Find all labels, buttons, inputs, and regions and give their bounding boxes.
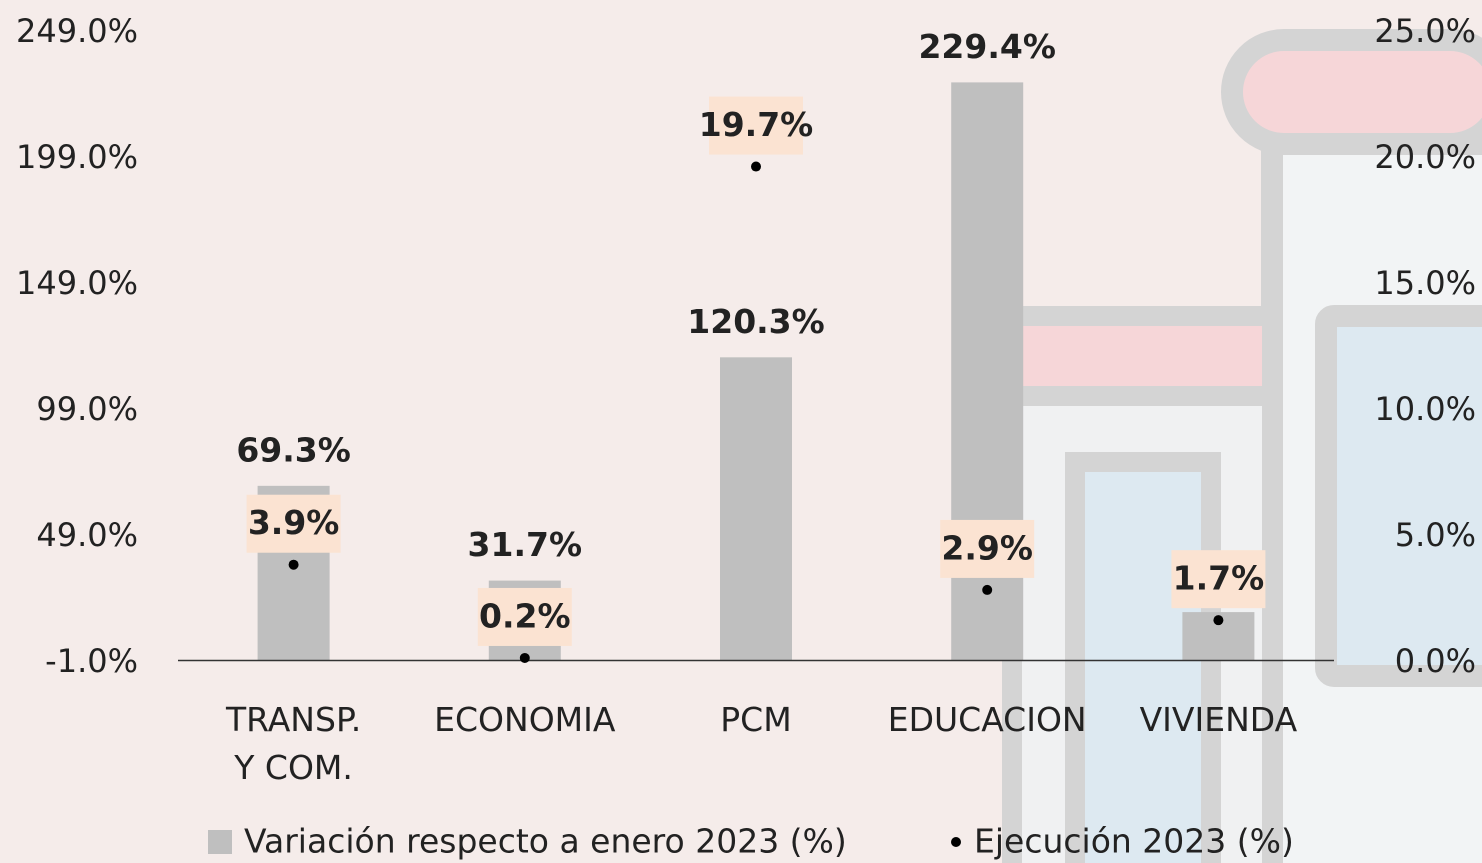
value-label-box <box>940 519 1035 578</box>
bar-value-label: 69.3% <box>236 430 351 469</box>
y2-tick-label: 20.0% <box>1374 138 1476 176</box>
point-value-label: 1.7% <box>1173 559 1265 598</box>
x-tick-label: EDUCACION <box>887 700 1087 739</box>
value-label-box <box>477 587 572 646</box>
y2-tick-label: 15.0% <box>1374 264 1476 302</box>
value-label-box <box>709 96 803 155</box>
y-tick-label: 149.0% <box>16 264 138 302</box>
point <box>751 161 761 172</box>
y-tick-label: 99.0% <box>36 390 138 428</box>
point-value-label: 19.7% <box>699 105 814 144</box>
bar-value-label: 120.3% <box>687 302 824 341</box>
legend-label: Variación respecto a enero 2023 (%) <box>244 822 847 861</box>
point <box>288 559 299 570</box>
x-tick-label: VIVIENDA <box>1139 700 1298 739</box>
y-tick-label: 199.0% <box>16 138 138 176</box>
value-label-box <box>246 494 341 553</box>
y-tick-label: 249.0% <box>16 12 138 50</box>
legend-swatch <box>208 830 232 854</box>
point <box>519 652 530 663</box>
y2-tick-label: 25.0% <box>1374 12 1476 50</box>
y-tick-label: 49.0% <box>36 516 138 554</box>
x-tick-label: PCM <box>720 700 792 739</box>
bar <box>720 357 792 661</box>
y2-tick-label: 10.0% <box>1374 390 1476 428</box>
x-tick-label: TRANSP. Y COM. <box>225 700 362 787</box>
point <box>1213 615 1224 626</box>
point-value-label: 0.2% <box>479 596 571 635</box>
legend-swatch <box>951 837 961 847</box>
point <box>982 584 993 595</box>
bar-value-label: 31.7% <box>468 525 583 564</box>
y2-tick-label: 0.0% <box>1395 642 1476 680</box>
point-value-label: 3.9% <box>248 503 340 542</box>
value-label-box <box>1171 550 1266 609</box>
x-tick-label: ECONOMIA <box>434 700 616 739</box>
legend-label: Ejecución 2023 (%) <box>974 822 1294 861</box>
y2-tick-label: 5.0% <box>1395 516 1476 554</box>
y-tick-label: -1.0% <box>45 642 138 680</box>
point-value-label: 2.9% <box>941 528 1033 567</box>
bar-value-label: 229.4% <box>918 27 1055 66</box>
